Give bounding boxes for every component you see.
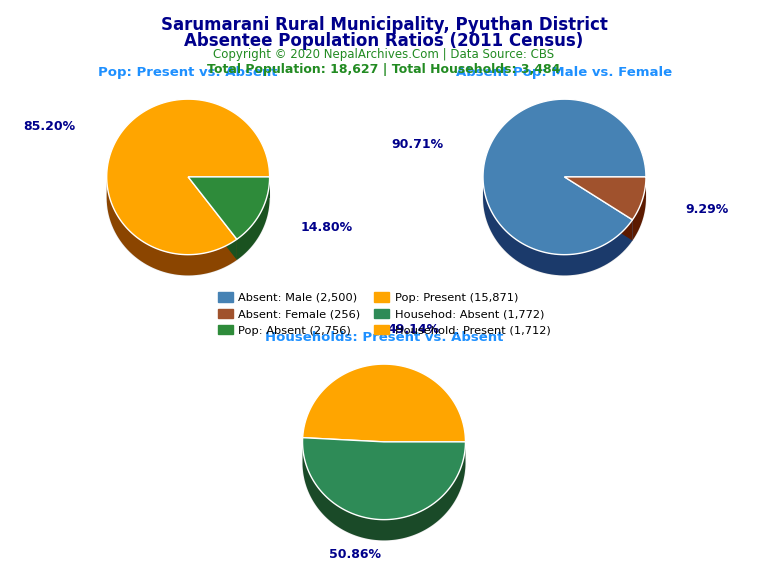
Text: 49.14%: 49.14% xyxy=(387,323,439,336)
Polygon shape xyxy=(188,177,270,239)
Ellipse shape xyxy=(107,120,270,275)
Polygon shape xyxy=(564,177,633,241)
Text: 85.20%: 85.20% xyxy=(23,120,75,133)
Polygon shape xyxy=(188,177,270,198)
Polygon shape xyxy=(188,177,237,260)
Polygon shape xyxy=(188,177,270,198)
Legend: Absent: Male (2,500), Absent: Female (256), Pop: Absent (2,756), Pop: Present (1: Absent: Male (2,500), Absent: Female (25… xyxy=(214,287,554,340)
Polygon shape xyxy=(564,177,646,198)
Text: Sarumarani Rural Municipality, Pyuthan District: Sarumarani Rural Municipality, Pyuthan D… xyxy=(161,16,607,34)
Polygon shape xyxy=(483,179,633,275)
Polygon shape xyxy=(564,177,633,241)
Polygon shape xyxy=(107,99,270,255)
Title: Absent Pop: Male vs. Female: Absent Pop: Male vs. Female xyxy=(456,66,673,79)
Polygon shape xyxy=(303,364,465,442)
Text: 14.80%: 14.80% xyxy=(301,221,353,234)
Polygon shape xyxy=(384,442,465,463)
Polygon shape xyxy=(633,177,646,241)
Text: Copyright © 2020 NepalArchives.Com | Data Source: CBS: Copyright © 2020 NepalArchives.Com | Dat… xyxy=(214,48,554,62)
Polygon shape xyxy=(384,442,465,463)
Polygon shape xyxy=(237,177,270,260)
Text: 9.29%: 9.29% xyxy=(685,203,729,216)
Polygon shape xyxy=(188,177,237,260)
Text: Total Population: 18,627 | Total Households: 3,484: Total Population: 18,627 | Total Househo… xyxy=(207,63,561,77)
Text: 90.71%: 90.71% xyxy=(392,138,444,151)
Title: Households: Present vs. Absent: Households: Present vs. Absent xyxy=(265,331,503,344)
Ellipse shape xyxy=(483,120,646,275)
Polygon shape xyxy=(107,177,237,275)
Ellipse shape xyxy=(303,385,465,540)
Title: Pop: Present vs. Absent: Pop: Present vs. Absent xyxy=(98,66,278,79)
Text: Absentee Population Ratios (2011 Census): Absentee Population Ratios (2011 Census) xyxy=(184,32,584,50)
Polygon shape xyxy=(303,438,465,520)
Polygon shape xyxy=(564,177,646,198)
Polygon shape xyxy=(483,99,646,255)
Polygon shape xyxy=(303,442,465,540)
Text: 50.86%: 50.86% xyxy=(329,548,381,561)
Polygon shape xyxy=(564,177,646,220)
